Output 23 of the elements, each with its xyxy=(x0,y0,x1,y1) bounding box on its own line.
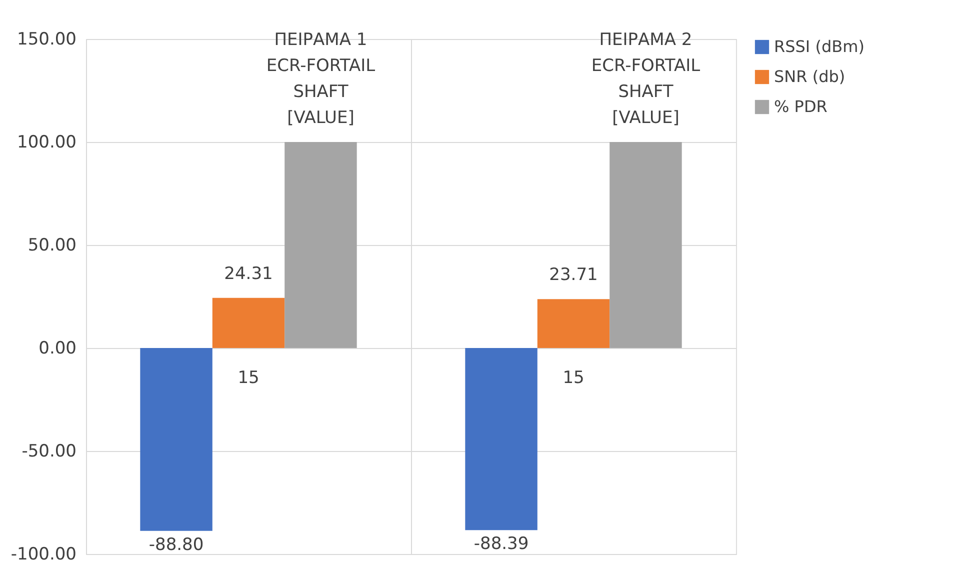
y-tick-label: 150.00 xyxy=(17,30,76,50)
bar xyxy=(465,348,538,530)
annotation: 15 xyxy=(562,368,584,388)
legend-label: RSSI (dBm) xyxy=(774,37,864,56)
y-tick-label: 100.00 xyxy=(17,132,76,152)
bar xyxy=(610,142,682,348)
legend-label: SNR (db) xyxy=(774,67,846,86)
bar xyxy=(212,298,285,348)
y-tick-label: -50.00 xyxy=(22,442,76,462)
bar xyxy=(537,299,610,348)
annotation: 15 xyxy=(238,368,260,388)
data-label: ΠΕΙΡΑΜΑ 2 ECR-FORTAIL SHAFT [VALUE] xyxy=(591,30,701,128)
data-label: -88.80 xyxy=(148,534,204,555)
data-label: 23.71 xyxy=(549,265,598,286)
data-label: -88.39 xyxy=(474,534,529,554)
bar xyxy=(140,348,212,531)
bar xyxy=(284,142,357,348)
data-label: ΠΕΙΡΑΜΑ 1 ECR-FORTAIL SHAFT [VALUE] xyxy=(266,30,376,128)
legend-label: % PDR xyxy=(774,97,828,116)
y-tick-label: 50.00 xyxy=(28,236,76,256)
data-label: 24.31 xyxy=(224,264,273,284)
y-tick-label: -100.00 xyxy=(10,544,76,564)
y-tick-label: 0.00 xyxy=(38,338,76,358)
